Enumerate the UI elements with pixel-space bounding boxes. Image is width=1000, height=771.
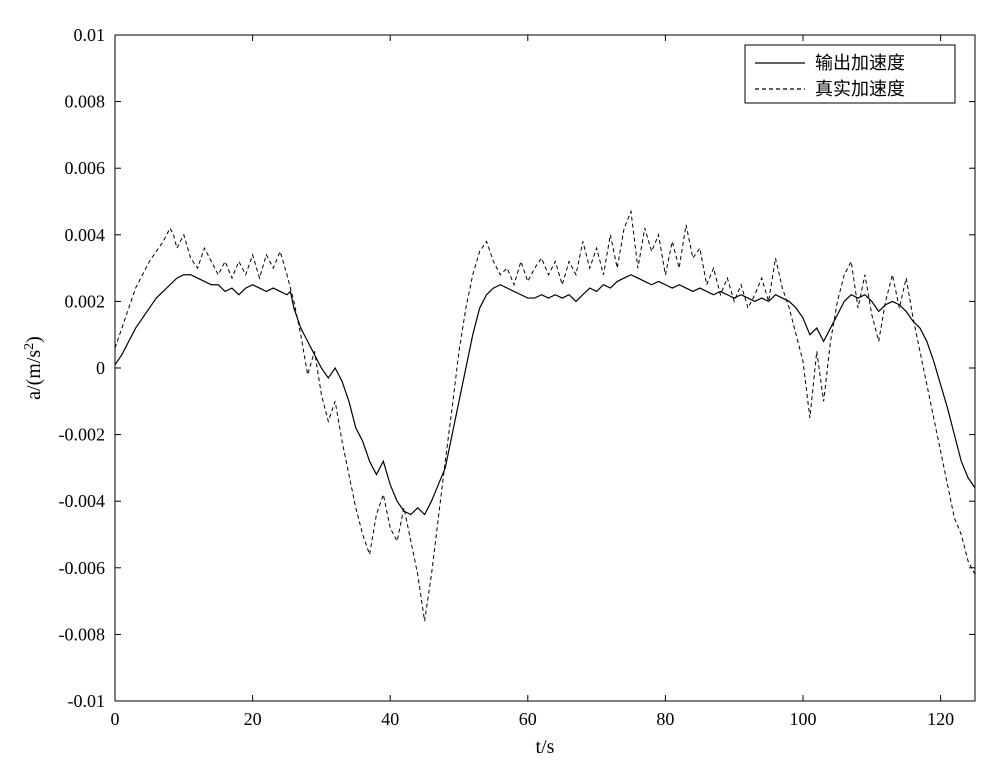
x-tick-label: 20 <box>244 709 262 729</box>
y-tick-label: 0.006 <box>65 158 106 178</box>
y-tick-label: -0.002 <box>59 425 106 445</box>
x-tick-label: 60 <box>519 709 537 729</box>
x-axis-label: t/s <box>536 736 555 758</box>
legend-label: 真实加速度 <box>815 79 905 99</box>
y-tick-label: -0.006 <box>59 558 106 578</box>
y-tick-label: 0 <box>96 358 105 378</box>
x-tick-label: 100 <box>790 709 817 729</box>
y-tick-label: 0.004 <box>65 225 106 245</box>
x-tick-label: 0 <box>111 709 120 729</box>
y-tick-label: 0.01 <box>74 25 106 45</box>
line-chart: 0 20 40 60 80 100 120 -0.01 -0.008 -0.006 -0.004 -0… <box>0 0 1000 771</box>
y-tick-label: 0.002 <box>65 291 106 311</box>
y-axis-label: a/(m/s2) <box>22 336 46 400</box>
chart-container: 0 20 40 60 80 100 120 -0.01 -0.008 -0.006 -0.004 -0… <box>0 0 1000 771</box>
legend-label: 输出加速度 <box>815 53 905 73</box>
plot-area <box>115 35 975 701</box>
x-tick-label: 120 <box>927 709 954 729</box>
y-tick-label: -0.01 <box>68 691 106 711</box>
y-tick-label: -0.008 <box>59 624 106 644</box>
y-tick-label: 0.008 <box>65 92 106 112</box>
y-tick-label: -0.004 <box>59 491 106 511</box>
x-tick-label: 80 <box>656 709 674 729</box>
x-tick-label: 40 <box>381 709 399 729</box>
